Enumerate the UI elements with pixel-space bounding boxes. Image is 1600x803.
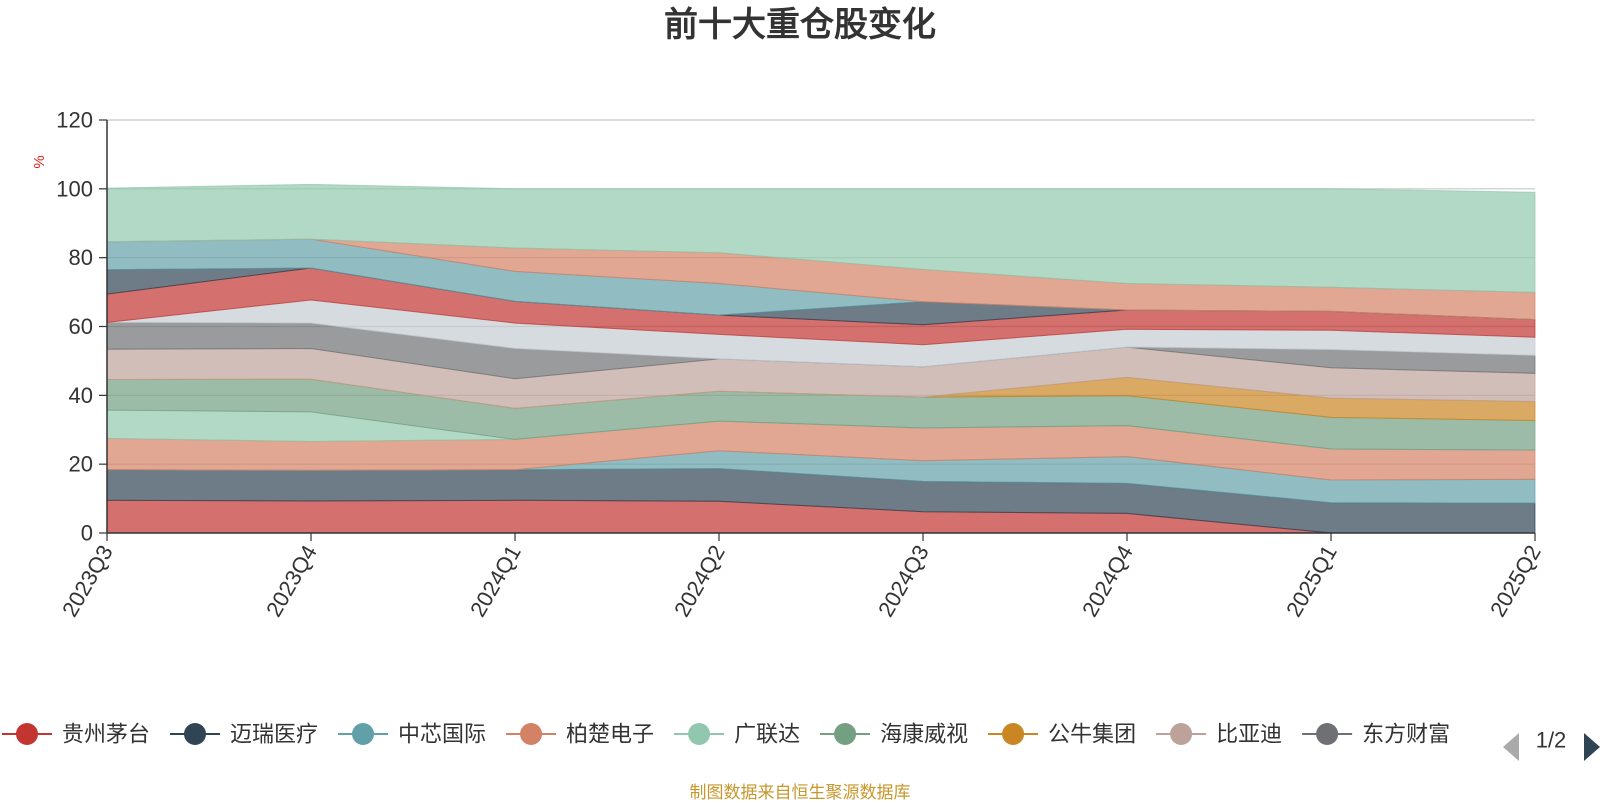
y-tick-label: 80 (69, 245, 93, 270)
legend-dot-icon (1316, 723, 1339, 745)
x-tick-label: 2024Q2 (669, 541, 730, 621)
legend-item[interactable]: 东方财富 (1302, 722, 1450, 747)
y-tick-label: 120 (56, 108, 93, 133)
x-tick-label: 2024Q3 (873, 541, 934, 621)
legend-dot-icon (352, 723, 375, 745)
legend-item[interactable]: 中芯国际 (338, 722, 486, 747)
legend-dot-icon (520, 723, 543, 745)
chart-title: 前十大重仓股变化 (664, 6, 936, 44)
x-tick-label: 2025Q1 (1281, 541, 1342, 621)
legend-dot-icon (834, 723, 857, 745)
legend-items: 贵州茅台 迈瑞医疗 中芯国际 柏楚电子 广联达 海康威视 公牛集团 比亚迪 东方财富 (2, 722, 1450, 747)
legend-label: 公牛集团 (1048, 722, 1136, 747)
legend-prev-arrow-icon[interactable] (1503, 733, 1519, 761)
y-ticks: 0 20 40 60 80 100 120 (56, 108, 107, 546)
source-note: 制图数据来自恒生聚源数据库 (689, 783, 911, 802)
legend-page-indicator: 1/2 (1536, 728, 1567, 753)
legend-dot-icon (1170, 723, 1193, 745)
series-area (106, 183, 1536, 293)
legend-dot-icon (688, 723, 711, 745)
x-tick-label: 2025Q2 (1485, 541, 1546, 621)
legend-label: 柏楚电子 (566, 722, 654, 747)
legend-label: 广联达 (734, 722, 800, 747)
x-tick-label: 2024Q4 (1077, 541, 1138, 621)
legend-label: 东方财富 (1362, 722, 1450, 747)
stacked-areas (106, 183, 1536, 534)
legend-next-arrow-icon[interactable] (1584, 733, 1600, 761)
legend-item[interactable]: 迈瑞医疗 (170, 722, 318, 747)
y-tick-label: 20 (69, 452, 93, 477)
legend-item[interactable]: 贵州茅台 (2, 722, 150, 747)
legend-item[interactable]: 广联达 (674, 722, 800, 747)
legend-label: 贵州茅台 (62, 722, 150, 747)
legend-label: 中芯国际 (398, 722, 486, 747)
legend-label: 迈瑞医疗 (230, 722, 318, 747)
legend: 贵州茅台 迈瑞医疗 中芯国际 柏楚电子 广联达 海康威视 公牛集团 比亚迪 东方财富 (2, 722, 1450, 747)
legend-pager: 1/2 (1503, 728, 1600, 761)
x-ticks: 2023Q3 2023Q4 2024Q1 2024Q2 2024Q3 2024Q4 2025… (57, 533, 1546, 621)
y-tick-label: 60 (69, 314, 93, 339)
y-tick-label: 100 (56, 176, 93, 201)
y-axis-unit-label: % (31, 155, 48, 168)
y-tick-label: 40 (69, 383, 93, 408)
legend-dot-icon (1002, 723, 1025, 745)
legend-item[interactable]: 比亚迪 (1156, 722, 1282, 747)
legend-item[interactable]: 海康威视 (820, 722, 968, 747)
x-tick-label: 2023Q3 (57, 541, 118, 621)
legend-dot-icon (16, 723, 38, 745)
legend-item[interactable]: 柏楚电子 (506, 722, 654, 747)
legend-label: 比亚迪 (1216, 722, 1282, 747)
x-tick-label: 2023Q4 (261, 541, 322, 621)
y-tick-label: 0 (81, 521, 93, 546)
legend-item[interactable]: 公牛集团 (988, 722, 1136, 747)
legend-label: 海康威视 (880, 722, 968, 747)
legend-dot-icon (184, 723, 207, 745)
x-tick-label: 2024Q1 (465, 541, 526, 621)
